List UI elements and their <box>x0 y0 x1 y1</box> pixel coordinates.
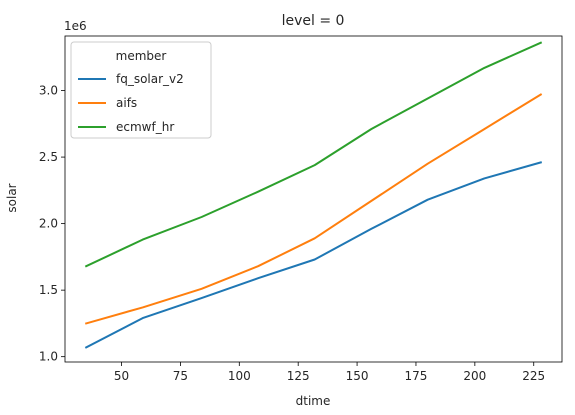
legend-entry-label: ecmwf_hr <box>116 120 174 134</box>
y-tick-label: 2.0 <box>39 217 58 231</box>
y-axis-label: solar <box>5 183 19 212</box>
chart-title: level = 0 <box>282 13 345 29</box>
x-tick-label: 125 <box>287 369 310 383</box>
y-axis-offset-label: 1e6 <box>64 19 87 33</box>
plot-frame <box>64 35 563 363</box>
x-axis-label: dtime <box>296 394 331 408</box>
legend-entry-label: aifs <box>116 96 137 110</box>
series-line-fq-solar-v2 <box>84 161 543 349</box>
x-tick-label: 150 <box>346 369 369 383</box>
plot-area <box>84 41 543 349</box>
y-tick-label: 2.5 <box>39 150 58 164</box>
legend-box <box>70 41 212 139</box>
y-tick-label: 3.0 <box>39 84 58 98</box>
x-axis-ticks: 50 75 100 125 150 175 200 225 <box>114 362 545 383</box>
x-tick-label: 75 <box>173 369 188 383</box>
x-tick-label: 225 <box>522 369 545 383</box>
series-line-aifs <box>84 93 543 325</box>
x-tick-label: 100 <box>228 369 251 383</box>
x-tick-label: 50 <box>114 369 129 383</box>
y-tick-label: 1.0 <box>39 350 58 364</box>
y-tick-label: 1.5 <box>39 283 58 297</box>
x-tick-label: 200 <box>463 369 486 383</box>
series-line-ecmwf-hr <box>84 41 543 268</box>
legend-entry-label: fq_solar_v2 <box>116 72 184 86</box>
y-axis-ticks: 1.0 1.5 2.0 2.5 3.0 <box>39 84 65 364</box>
legend-title: member <box>116 49 167 63</box>
x-tick-label: 175 <box>405 369 428 383</box>
